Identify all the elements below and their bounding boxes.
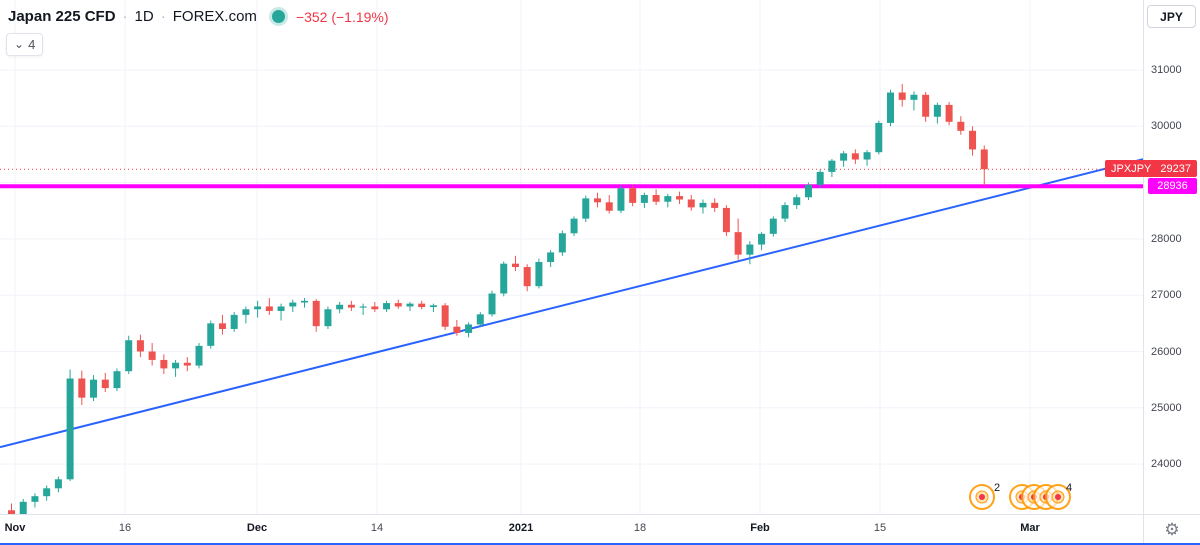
price-tick-label: 25000 [1151,401,1182,414]
marker-count-label: 2 [994,482,1000,494]
pane-bottom-separator [0,543,1200,545]
chevron-down-icon: ⌄ [14,36,25,51]
drawing-price-value: 28936 [1157,180,1188,193]
time-axis[interactable]: Nov 16 Dec 14 2021 18 Feb 15 Mar [0,514,1143,543]
time-tick-label: 15 [873,522,887,534]
price-change-label: −352 (−1.19%) [295,8,389,25]
time-tick-label: 18 [633,522,647,534]
currency-label: JPY [1160,9,1183,24]
symbol-title[interactable]: Japan 225 CFD [8,8,116,25]
legend-separator: · [160,8,166,25]
horizontal-line-price-badge[interactable]: 28936 [1148,178,1197,195]
legend-collapse-button[interactable]: ⌄ 4 [6,33,44,56]
price-tick-label: 28000 [1151,232,1182,245]
symbol-legend[interactable]: Japan 225 CFD · 1D · FOREX.com −352 (−1.… [8,8,389,25]
axis-corner: ⚙ [1143,514,1200,543]
legend-separator: · [122,8,128,25]
time-tick-label: 2021 [508,522,534,534]
time-tick-label: Feb [750,522,770,534]
price-tick-label: 27000 [1151,289,1182,302]
time-tick-label: Nov [4,522,26,534]
series-status-dot-icon [271,10,285,23]
time-tick-label: Mar [1020,522,1040,534]
exchange-label[interactable]: FOREX.com [172,8,257,25]
time-tick-label: 16 [118,522,132,534]
currency-toggle-button[interactable]: JPY [1147,5,1196,28]
indicator-count-label: 4 [28,37,36,52]
last-price-badge: JPXJPY 29237 [1105,160,1197,178]
time-tick-label: 14 [370,522,384,534]
badge-symbol-label: JPXJPY [1111,162,1152,175]
price-tick-label: 30000 [1151,120,1182,133]
time-tick-label: Dec [246,522,268,534]
badge-price-value: 29237 [1160,162,1191,175]
interval-label[interactable]: 1D [134,8,154,25]
marker-count-label: 4 [1066,482,1072,494]
gear-icon[interactable]: ⚙ [1164,519,1180,539]
price-tick-label: 26000 [1151,345,1182,358]
price-axis[interactable]: JPY 310003000029000280002700026000250002… [1143,0,1200,515]
price-tick-label: 24000 [1151,458,1182,471]
price-tick-label: 31000 [1151,64,1182,76]
